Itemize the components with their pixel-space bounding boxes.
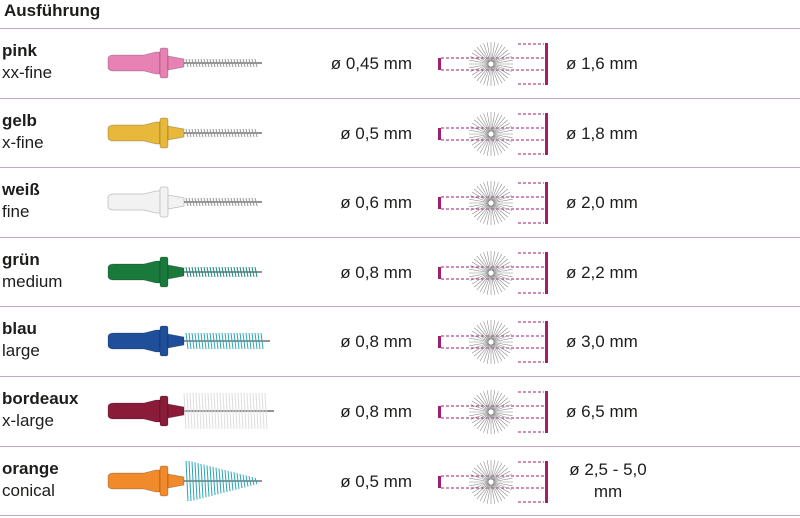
diameter-diagram <box>438 320 548 365</box>
section-header: Ausführung <box>4 1 101 20</box>
brush-illustration <box>107 325 270 357</box>
diameter-diagram <box>438 390 548 434</box>
wire-diameter: ø 0,5 mm <box>340 471 412 491</box>
brush-illustration <box>107 460 262 501</box>
row-divider <box>0 306 800 308</box>
brush-diameter: ø 3,0 mm <box>566 332 638 352</box>
table-row: weiß fine ø 0,6 mm ø 2,0 mm <box>0 168 800 237</box>
brush-illustration <box>107 47 262 79</box>
wire-diameter: ø 0,8 mm <box>340 402 412 421</box>
color-name: pink <box>2 41 37 60</box>
brush-name: orange conical <box>2 458 59 502</box>
brush-name: gelb x-fine <box>2 110 44 154</box>
fineness-label: x-fine <box>2 132 44 152</box>
wire-diameter: ø 0,6 mm <box>340 193 412 213</box>
brush-diameter: ø 2,5 - 5,0 mm <box>569 459 647 501</box>
brush-name: grün medium <box>2 249 62 293</box>
diameter-diagram <box>438 459 548 504</box>
color-name: gelb <box>2 110 37 130</box>
row-divider <box>0 167 800 169</box>
row-divider <box>0 97 800 99</box>
row-divider <box>0 236 800 238</box>
table-row: gelb x-fine ø 0,5 mm ø 1,8 mm <box>0 99 800 168</box>
table-row: blau large ø 0,8 mm ø 3,0 mm <box>0 307 800 376</box>
fineness-label: x-large <box>2 411 54 430</box>
table-row: pink xx-fine ø 0,45 mm ø 1,6 mm <box>0 29 800 98</box>
brush-illustration <box>107 186 262 218</box>
row-divider <box>0 376 800 377</box>
fineness-label: conical <box>2 480 55 500</box>
brush-name: blau large <box>2 318 40 362</box>
brush-diameter: ø 2,2 mm <box>566 262 638 282</box>
color-name: orange <box>2 458 59 478</box>
row-divider <box>0 515 800 517</box>
brush-diameter: ø 6,5 mm <box>566 402 638 421</box>
header-divider <box>0 28 800 29</box>
brush-illustration <box>107 117 262 148</box>
fineness-label: large <box>2 341 40 361</box>
color-name: weiß <box>2 180 40 200</box>
fineness-label: medium <box>2 271 63 291</box>
diameter-diagram <box>438 181 548 226</box>
row-divider <box>0 445 800 447</box>
color-name: blau <box>2 319 37 339</box>
brush-diameter: ø 1,8 mm <box>566 123 638 143</box>
brush-name: weiß fine <box>2 179 40 223</box>
diameter-diagram <box>438 42 548 86</box>
wire-diameter: ø 0,5 mm <box>340 123 412 143</box>
wire-diameter: ø 0,8 mm <box>340 332 412 352</box>
wire-diameter: ø 0,45 mm <box>330 54 412 73</box>
brush-name: pink xx-fine <box>2 40 52 84</box>
fineness-label: fine <box>2 202 30 222</box>
color-name: bordeaux <box>2 389 79 408</box>
diameter-diagram <box>438 250 548 295</box>
wire-diameter: ø 0,8 mm <box>340 262 412 282</box>
fineness-label: xx-fine <box>2 63 53 82</box>
color-name: grün <box>2 249 40 269</box>
brush-diameter: ø 2,0 mm <box>566 193 638 213</box>
brush-illustration <box>107 256 262 288</box>
table-row: grün medium ø 0,8 mm ø 2,2 mm <box>0 238 800 307</box>
diameter-diagram <box>438 111 548 156</box>
table-row: orange conical ø 0,5 mm ø 2,5 - 5,0 mm <box>0 447 800 516</box>
brush-illustration <box>107 392 274 430</box>
table-row: bordeaux x-large ø 0,8 mm ø 6,5 mm <box>0 377 800 446</box>
brush-name: bordeaux x-large <box>2 388 79 432</box>
brush-diameter: ø 1,6 mm <box>566 54 638 73</box>
